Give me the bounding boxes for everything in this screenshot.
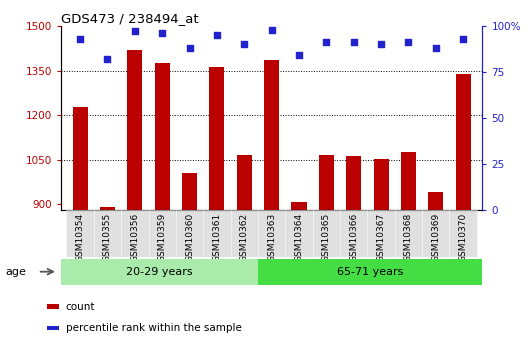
Bar	[73, 107, 87, 210]
Text: GSM10367: GSM10367	[377, 213, 385, 262]
Text: GSM10361: GSM10361	[213, 213, 222, 262]
Text: GSM10364: GSM10364	[295, 213, 304, 262]
Bar	[176, 210, 203, 257]
Text: GSM10369: GSM10369	[431, 213, 440, 262]
Bar	[401, 152, 416, 210]
Point	[377, 42, 385, 47]
Text: GDS473 / 238494_at: GDS473 / 238494_at	[61, 12, 199, 25]
Point	[349, 40, 358, 45]
Bar	[47, 304, 58, 309]
Text: GSM10365: GSM10365	[322, 213, 331, 262]
Bar	[231, 210, 258, 257]
Text: 65-71 years: 65-71 years	[337, 267, 403, 277]
Text: percentile rank within the sample: percentile rank within the sample	[66, 323, 242, 333]
Text: GSM10359: GSM10359	[158, 213, 166, 262]
Point	[404, 40, 413, 45]
Bar	[94, 210, 121, 257]
Text: GSM10368: GSM10368	[404, 213, 413, 262]
Bar	[340, 210, 367, 257]
Point	[130, 29, 139, 34]
Text: GSM10366: GSM10366	[349, 213, 358, 262]
Point	[186, 45, 194, 51]
Point	[240, 42, 249, 47]
Point	[103, 56, 112, 62]
Point	[213, 32, 221, 38]
Bar	[374, 159, 388, 210]
Bar	[285, 210, 313, 257]
Bar	[47, 326, 58, 331]
Text: GSM10363: GSM10363	[267, 213, 276, 262]
Bar	[319, 155, 334, 210]
FancyBboxPatch shape	[258, 259, 482, 285]
Bar	[237, 155, 252, 210]
Bar	[367, 210, 395, 257]
Text: GSM10354: GSM10354	[76, 213, 85, 262]
Bar	[203, 210, 231, 257]
Point	[158, 30, 166, 36]
Text: count: count	[66, 302, 95, 312]
Bar	[456, 73, 471, 210]
Bar	[148, 210, 176, 257]
Point	[268, 27, 276, 32]
Bar	[66, 210, 94, 257]
Bar	[209, 67, 224, 210]
Bar	[449, 210, 477, 257]
Text: GSM10362: GSM10362	[240, 213, 249, 262]
Bar	[313, 210, 340, 257]
Text: GSM10355: GSM10355	[103, 213, 112, 262]
Bar	[121, 210, 148, 257]
Bar	[258, 210, 285, 257]
Bar	[428, 192, 443, 210]
Text: 20-29 years: 20-29 years	[126, 267, 192, 277]
Bar	[422, 210, 449, 257]
Bar	[346, 156, 361, 210]
Text: age: age	[5, 267, 26, 277]
Bar	[264, 60, 279, 210]
Point	[76, 36, 84, 41]
Point	[322, 40, 331, 45]
Text: GSM10360: GSM10360	[185, 213, 194, 262]
Point	[459, 36, 467, 41]
Bar	[155, 63, 170, 210]
Text: GSM10370: GSM10370	[458, 213, 467, 262]
Bar	[292, 201, 306, 210]
Bar	[182, 173, 197, 210]
Bar	[100, 207, 115, 210]
Point	[431, 45, 440, 51]
Bar	[395, 210, 422, 257]
FancyBboxPatch shape	[61, 259, 258, 285]
Point	[295, 53, 303, 58]
Bar	[127, 50, 143, 210]
Text: GSM10356: GSM10356	[130, 213, 139, 262]
